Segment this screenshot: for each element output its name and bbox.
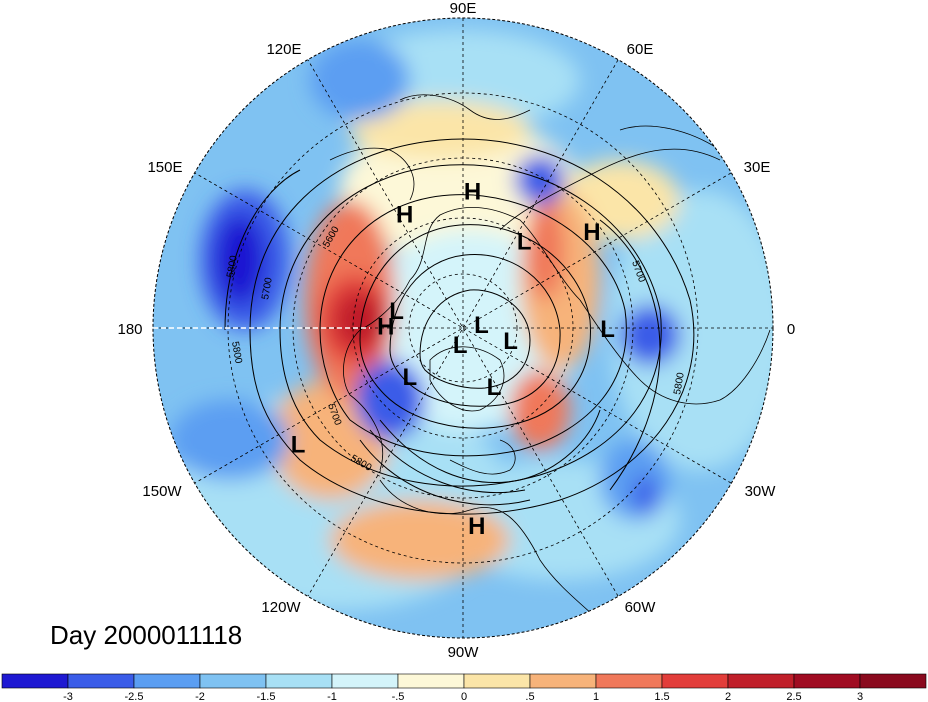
low-pressure-label: L xyxy=(402,364,417,391)
colorbar-tick-label: 2 xyxy=(725,691,731,702)
colorbar-tick-label: -1 xyxy=(327,691,337,702)
contour-label: 5700 xyxy=(260,276,275,300)
lon-label-150w: 150W xyxy=(142,483,182,500)
colorbar: -3 -2.5 -2 -1.5 -1 -.5 0 .5 1 1.5 2 2.5 3 xyxy=(1,673,927,702)
colorbar-cell xyxy=(529,673,597,689)
colorbar-cell xyxy=(397,673,465,689)
longitude-labels: 90E 60E 30E 0 30W 60W 90W 120W 150W 180 … xyxy=(117,0,795,660)
low-pressure-label: L xyxy=(487,374,502,401)
low-pressure-label: L xyxy=(474,312,489,339)
lon-label-120e: 120E xyxy=(266,41,301,58)
contour-label: 5800 xyxy=(672,371,687,395)
lon-label-180: 180 xyxy=(117,321,142,338)
colorbar-cell xyxy=(199,673,267,689)
colorbar-tick-label: -2.5 xyxy=(125,691,144,702)
low-pressure-label: L xyxy=(389,298,404,325)
colorbar-tick-label: .5 xyxy=(525,691,534,702)
colorbar-tick-label: -3 xyxy=(63,691,73,702)
high-pressure-label: H xyxy=(468,513,485,540)
colorbar-tick-label: -2 xyxy=(195,691,205,702)
colorbar-cell xyxy=(661,673,729,689)
colorbar-cell xyxy=(793,673,861,689)
high-pressure-label: H xyxy=(464,178,481,205)
anomaly-field xyxy=(153,18,773,638)
high-pressure-label: H xyxy=(377,313,394,340)
height-contours xyxy=(224,138,695,515)
map-boundary xyxy=(152,17,774,639)
lon-label-0: 0 xyxy=(787,321,795,338)
colorbar-cell xyxy=(463,673,531,689)
lon-label-30e: 30E xyxy=(744,159,771,176)
colorbar-cell xyxy=(67,673,135,689)
graticule xyxy=(153,18,773,638)
coastlines xyxy=(329,94,771,638)
colorbar-tick-label: 0 xyxy=(461,691,467,702)
colorbar-tick-label: -.5 xyxy=(392,691,405,702)
lon-label-60e: 60E xyxy=(627,41,654,58)
colorbar-cell xyxy=(265,673,333,689)
low-pressure-label: L xyxy=(503,328,518,355)
map-title: Day 2000011118 xyxy=(50,620,243,650)
high-pressure-label: H xyxy=(396,202,413,229)
colorbar-cell xyxy=(331,673,399,689)
lon-label-120w: 120W xyxy=(261,599,301,616)
low-pressure-label: L xyxy=(517,229,532,256)
colorbar-cell xyxy=(133,673,201,689)
high-pressure-label: H xyxy=(583,219,600,246)
colorbar-tick-label: 3 xyxy=(857,691,863,702)
colorbar-cell xyxy=(727,673,795,689)
colorbar-tick-label: 1.5 xyxy=(654,691,669,702)
colorbar-tick-label: -1.5 xyxy=(257,691,276,702)
low-pressure-label: L xyxy=(600,316,615,343)
lon-label-90e: 90E xyxy=(450,0,477,17)
lon-label-150e: 150E xyxy=(147,159,182,176)
colorbar-tick-label: 2.5 xyxy=(786,691,801,702)
colorbar-tick-label: 1 xyxy=(593,691,599,702)
contour-label: 5800 xyxy=(225,254,240,278)
low-pressure-label: L xyxy=(291,432,306,459)
contour-label: 5800 xyxy=(229,341,244,365)
lon-label-90w: 90W xyxy=(448,644,480,660)
lon-label-30w: 30W xyxy=(745,483,777,500)
colorbar-cells xyxy=(1,673,927,689)
colorbar-cell xyxy=(859,673,927,689)
colorbar-cell xyxy=(595,673,663,689)
colorbar-cell xyxy=(1,673,69,689)
low-pressure-label: L xyxy=(453,332,468,359)
polar-map: 90E 60E 30E 0 30W 60W 90W 120W 150W 180 … xyxy=(117,0,795,660)
colorbar-labels: -3 -2.5 -2 -1.5 -1 -.5 0 .5 1 1.5 2 2.5 3 xyxy=(63,691,863,702)
lon-label-60w: 60W xyxy=(625,599,657,616)
